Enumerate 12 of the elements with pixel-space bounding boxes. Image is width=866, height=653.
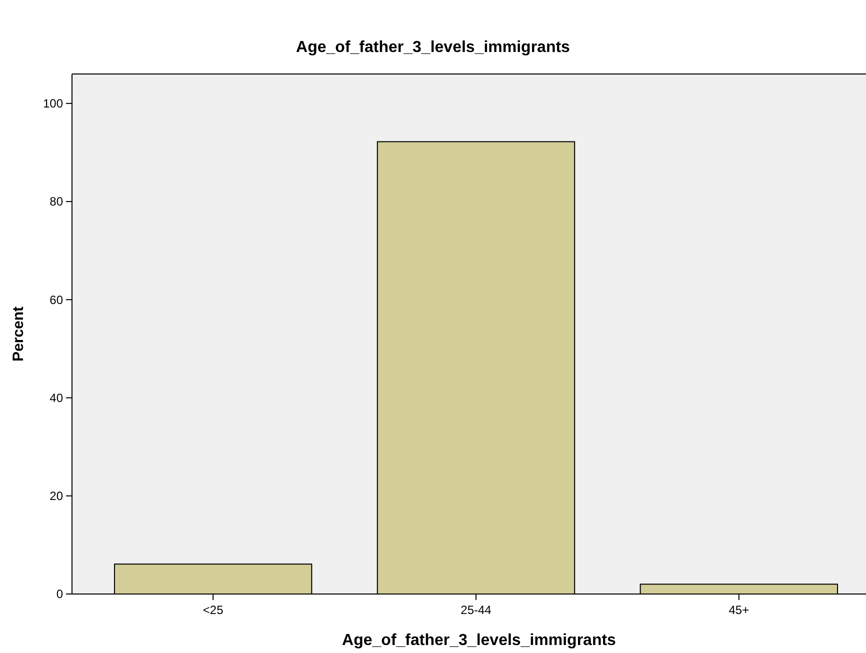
x-tick-label: <25: [202, 603, 224, 617]
y-tick-label: 60: [50, 292, 64, 307]
y-tick-label: 20: [50, 489, 64, 504]
y-tick-label: 0: [56, 587, 64, 602]
y-tick-label: 40: [50, 390, 64, 405]
x-axis-title: Age_of_father_3_levels_immigrants: [342, 632, 616, 649]
y-tick-label: 100: [42, 96, 64, 111]
chart-title: Age_of_father_3_levels_immigrants: [296, 39, 570, 56]
y-axis-title: Percent: [10, 306, 27, 362]
x-tick-label: 45+: [728, 603, 750, 617]
y-tick-label: 80: [50, 194, 64, 209]
x-tick-label: 25-44: [460, 603, 492, 617]
